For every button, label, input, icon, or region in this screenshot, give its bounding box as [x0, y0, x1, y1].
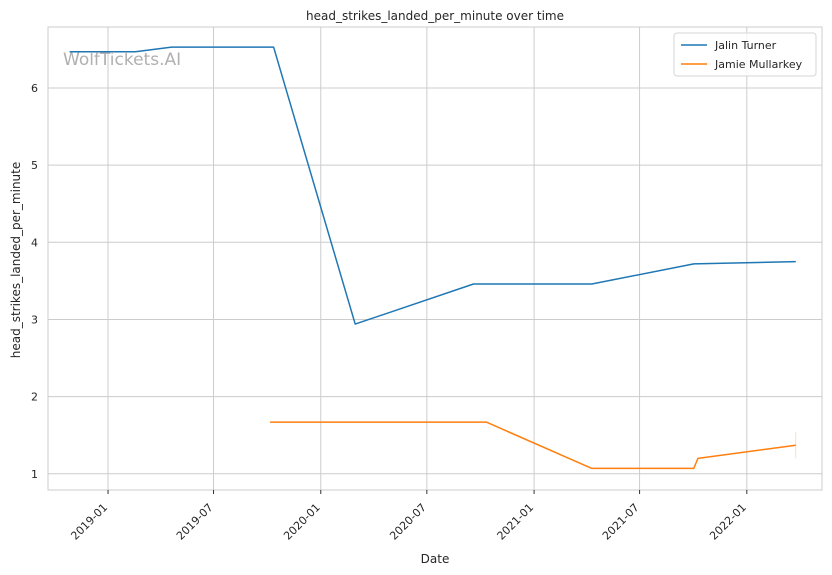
- plot-frame: [47, 26, 823, 491]
- watermark: WolfTickets.AI: [63, 50, 181, 70]
- y-tick-label: 2: [31, 391, 38, 404]
- legend-label-jalin-turner: Jalin Turner: [714, 39, 777, 52]
- series-layer: [69, 46, 797, 470]
- series-line-jalin-turner: [69, 46, 796, 325]
- y-tick-label: 4: [31, 236, 38, 249]
- x-axis-label: Date: [421, 552, 450, 566]
- y-tick-label: 1: [31, 468, 38, 481]
- series-line-jamie-mullarkey: [270, 421, 796, 470]
- chart-title: head_strikes_landed_per_minute over time: [306, 9, 564, 23]
- y-axis-ticks: 1 2 3 4 5 6: [31, 82, 38, 481]
- legend: Jalin Turner Jamie Mullarkey: [673, 32, 817, 77]
- legend-box: [673, 32, 817, 77]
- y-tick-label: 6: [31, 82, 38, 95]
- grid: [48, 27, 822, 490]
- y-tick-label: 3: [31, 313, 38, 326]
- legend-label-jamie-mullarkey: Jamie Mullarkey: [714, 58, 803, 71]
- y-tick-label: 5: [31, 159, 38, 172]
- y-axis-label: head_strikes_landed_per_minute: [9, 162, 23, 359]
